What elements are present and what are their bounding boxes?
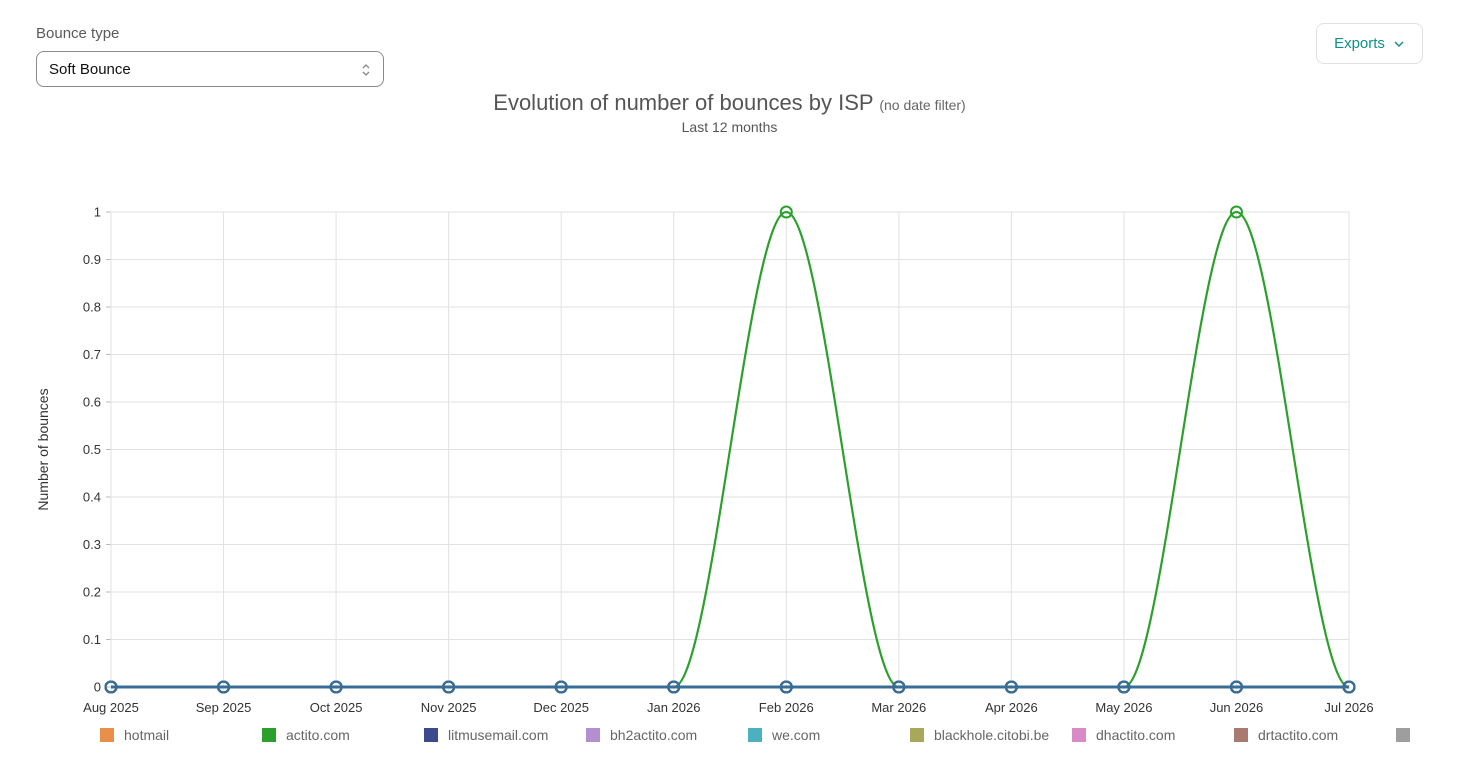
legend-label: hotmail: [124, 727, 169, 743]
x-tick-label: Oct 2025: [310, 700, 363, 715]
select-arrows-icon: [362, 64, 370, 76]
y-tick-label: 1: [94, 205, 101, 220]
x-tick-label: Jan 2026: [647, 700, 701, 715]
data-point: [554, 680, 568, 694]
data-point: [104, 680, 118, 694]
legend-label: actito.com: [286, 727, 350, 743]
data-point: [892, 680, 906, 694]
x-tick-label: Dec 2025: [533, 700, 589, 715]
legend-label: dhactito.com: [1096, 727, 1175, 743]
data-point: [667, 680, 681, 694]
x-tick-label: Nov 2025: [421, 700, 477, 715]
y-tick-label: 0.6: [83, 395, 101, 410]
y-tick-label: 0.3: [83, 537, 101, 552]
bounce-type-select[interactable]: Soft Bounce: [36, 51, 384, 87]
y-tick-label: 0: [94, 680, 101, 695]
legend-swatch: [748, 728, 762, 742]
legend-label: bh2actito.com: [610, 727, 697, 743]
y-tick-label: 0.2: [83, 585, 101, 600]
x-tick-label: Aug 2025: [83, 700, 139, 715]
y-tick-label: 0.8: [83, 300, 101, 315]
legend-swatch: [1396, 728, 1410, 742]
y-tick-label: 0.4: [83, 490, 101, 505]
bounce-type-label: Bounce type: [36, 25, 120, 42]
chart-title: Evolution of number of bounces by ISP (n…: [0, 90, 1459, 116]
y-tick-label: 0.9: [83, 252, 101, 267]
legend-swatch: [1234, 728, 1248, 742]
legend-swatch: [1072, 728, 1086, 742]
legend-label: we.com: [771, 727, 820, 743]
legend-swatch: [424, 728, 438, 742]
data-point: [779, 205, 793, 219]
x-tick-label: Jun 2026: [1210, 700, 1264, 715]
x-tick-label: Jul 2026: [1324, 700, 1373, 715]
x-tick-label: May 2026: [1095, 700, 1152, 715]
x-tick-label: Mar 2026: [871, 700, 926, 715]
chevron-down-icon: [1394, 40, 1404, 47]
legend-swatch: [586, 728, 600, 742]
data-point: [329, 680, 343, 694]
y-tick-label: 0.5: [83, 442, 101, 457]
x-tick-label: Feb 2026: [759, 700, 814, 715]
bounce-type-value: Soft Bounce: [49, 60, 131, 78]
data-point: [1229, 680, 1243, 694]
exports-label: Exports: [1334, 35, 1385, 52]
data-point: [442, 680, 456, 694]
y-tick-label: 0.7: [83, 347, 101, 362]
legend-label: blackhole.citobi.be: [934, 727, 1049, 743]
data-point: [1117, 680, 1131, 694]
legend-swatch: [910, 728, 924, 742]
legend-swatch: [100, 728, 114, 742]
data-point: [779, 680, 793, 694]
exports-button[interactable]: Exports: [1316, 23, 1423, 64]
chart-title-note: (no date filter): [879, 97, 966, 113]
data-point: [217, 680, 231, 694]
x-tick-label: Apr 2026: [985, 700, 1038, 715]
data-point: [1342, 680, 1356, 694]
y-axis-title: Number of bounces: [35, 388, 51, 510]
data-point: [1229, 205, 1243, 219]
data-point: [1004, 680, 1018, 694]
legend-label: drtactito.com: [1258, 727, 1338, 743]
legend-label: litmusemail.com: [448, 727, 548, 743]
chart-title-text: Evolution of number of bounces by ISP: [493, 90, 874, 115]
x-tick-label: Sep 2025: [196, 700, 252, 715]
chart-subtitle: Last 12 months: [681, 119, 778, 135]
legend-swatch: [262, 728, 276, 742]
y-tick-label: 0.1: [83, 632, 101, 647]
